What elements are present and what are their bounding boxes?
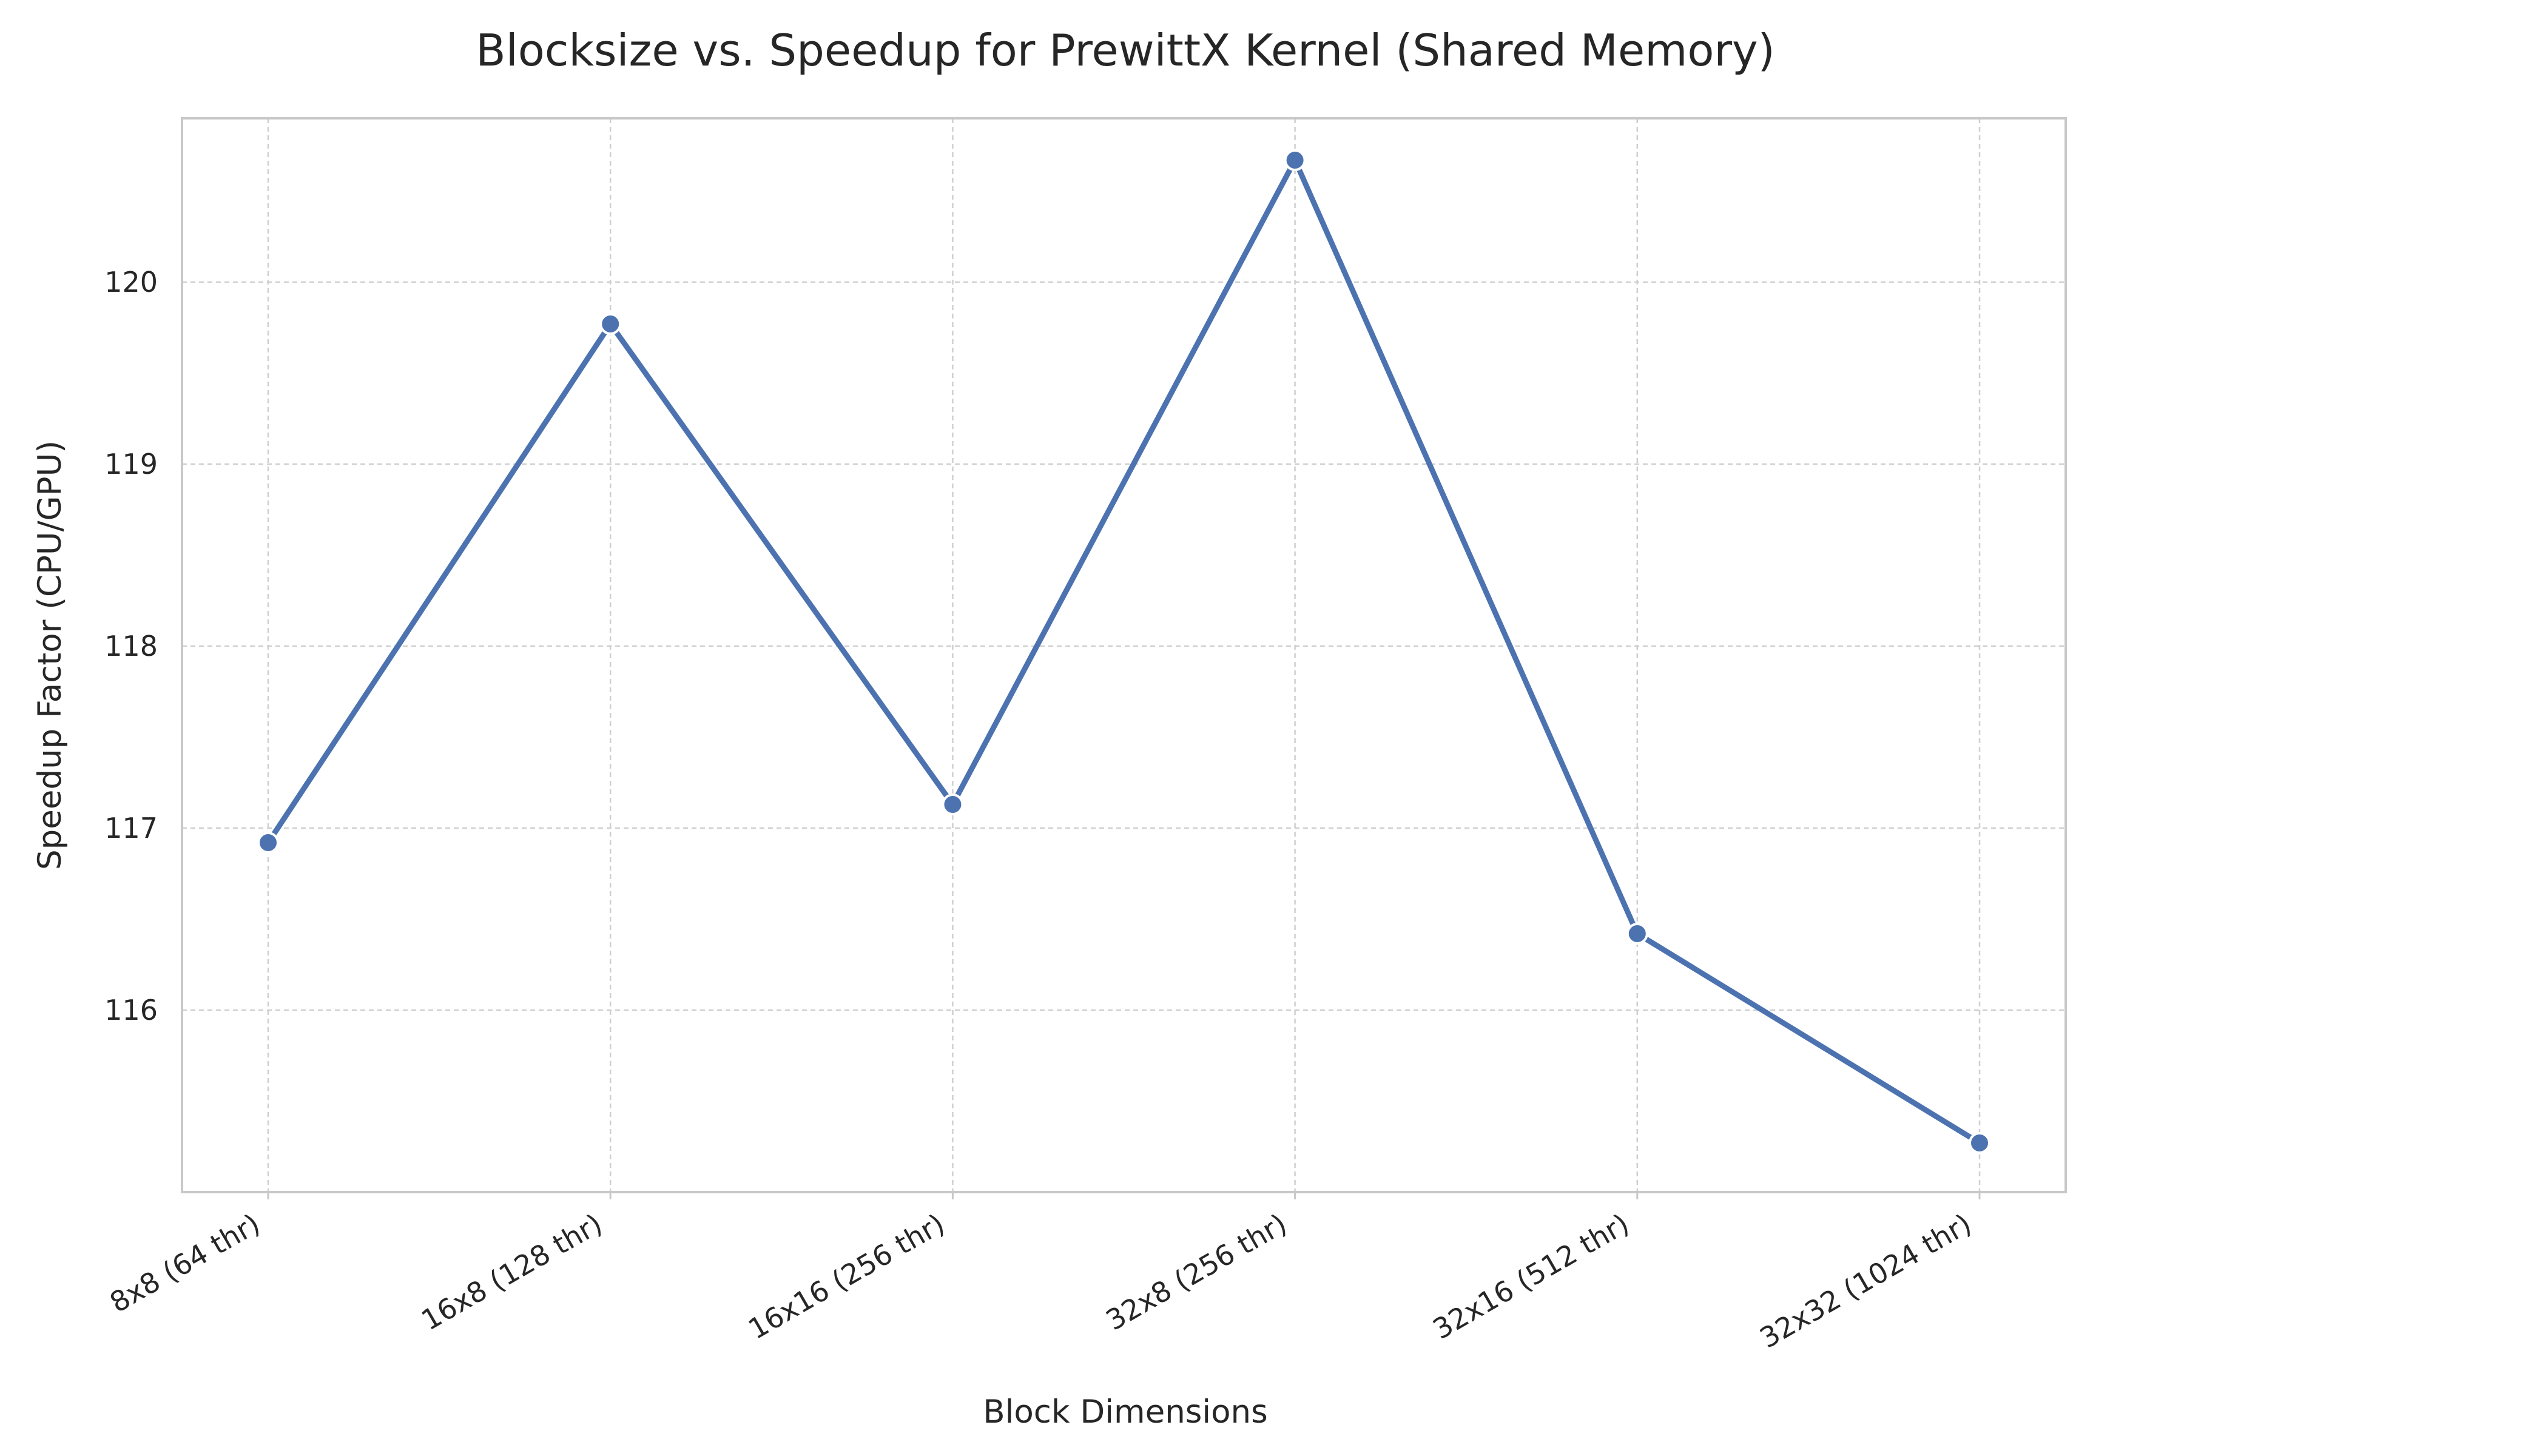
y-tick-label: 119 <box>104 448 158 480</box>
x-tick-label: 16x8 (128 thr) <box>416 1207 607 1337</box>
data-point <box>942 794 964 815</box>
grid <box>182 118 2066 1192</box>
y-axis-label: Speedup Factor (CPU/GPU) <box>32 440 69 870</box>
series-layer <box>257 149 1990 1154</box>
series-line <box>265 157 1983 1146</box>
data-point <box>1969 1132 1990 1154</box>
x-tick-label: 32x16 (512 thr) <box>1427 1207 1635 1346</box>
y-tick-label: 116 <box>104 994 158 1026</box>
data-point <box>599 313 622 335</box>
chart-title: Blocksize vs. Speedup for PrewittX Kerne… <box>476 25 1774 76</box>
y-tick-label: 117 <box>104 812 158 844</box>
x-tick-label: 32x8 (256 thr) <box>1100 1207 1292 1337</box>
data-point <box>257 832 279 854</box>
y-tick-label: 118 <box>104 630 158 662</box>
x-tick-label: 32x32 (1024 thr) <box>1754 1207 1977 1355</box>
x-tick-label: 8x8 (64 thr) <box>104 1207 266 1320</box>
data-point <box>1626 923 1648 945</box>
x-axis-label: Block Dimensions <box>983 1394 1268 1431</box>
data-point <box>1284 149 1306 171</box>
y-tick-label: 120 <box>104 266 158 298</box>
x-tick-label: 16x16 (256 thr) <box>743 1207 950 1346</box>
plot-area-frame <box>181 117 2067 1193</box>
